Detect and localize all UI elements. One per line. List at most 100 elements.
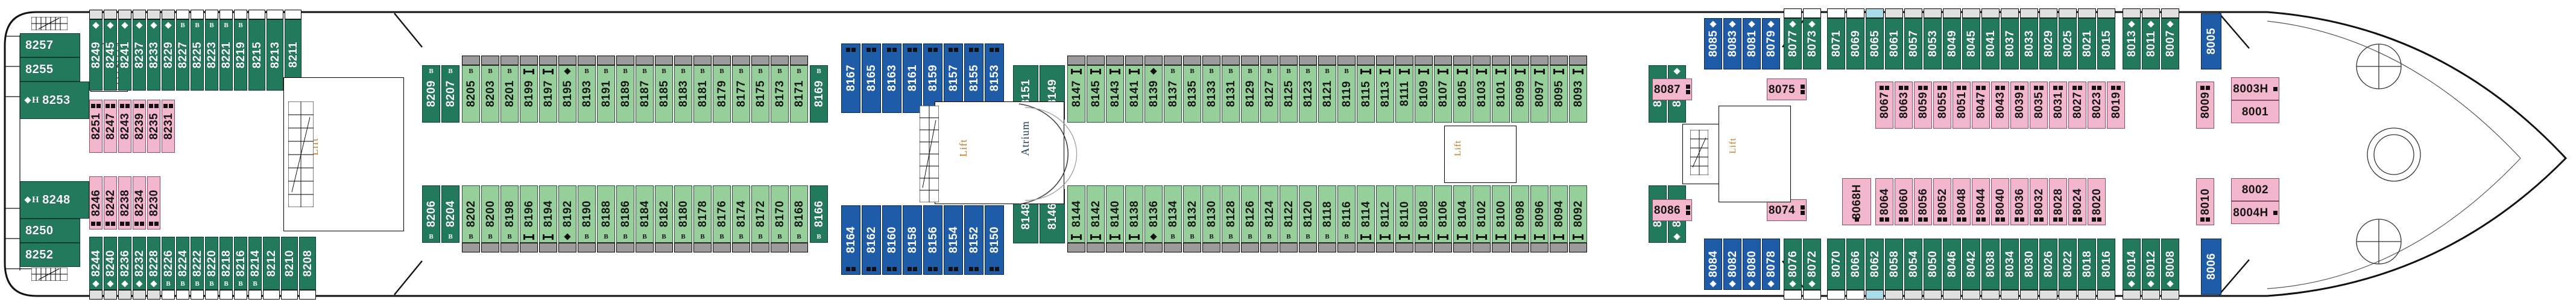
cabin-8235[interactable]: 8235 [147,100,160,153]
cabin-8015[interactable]: 8015 [2097,18,2115,69]
cabin-8138[interactable]: 8138 [1125,185,1143,243]
cabin-8094[interactable]: 8094 [1550,185,1568,243]
cabin-8144[interactable]: 8144 [1067,185,1085,243]
cabin-8027[interactable]: 8027 [2068,82,2086,129]
cabin-8108[interactable]: 8108 [1415,185,1433,243]
cabin-8100[interactable]: 8100 [1492,185,1510,243]
cabin-8092[interactable]: 8092 [1569,185,1587,243]
cabin-8119[interactable]: B 8119 [1337,65,1356,123]
cabin-8024[interactable]: 8024 [2068,178,2086,225]
cabin-8086[interactable]: 8086 [1652,199,1692,221]
cabin-8102[interactable]: 8102 [1473,185,1491,243]
cabin-8071[interactable]: 8071 [1827,18,1845,69]
cabin-8245[interactable]: 8245 [104,19,117,91]
cabin-8173[interactable]: B 8173 [771,65,789,123]
cabin-8078[interactable]: 8078 [1762,239,1780,290]
cabin-8222[interactable]: B 8222 [191,237,204,290]
cabin-8011[interactable]: 8011 [2142,18,2160,69]
cabin-8082[interactable]: 8082 [1723,239,1741,290]
cabin-8126[interactable]: B 8126 [1241,185,1259,243]
cabin-8176[interactable]: B 8176 [713,185,731,243]
cabin-8006[interactable]: 8006 [2201,239,2221,295]
cabin-8115[interactable]: 8115 [1357,65,1375,123]
cabin-8040[interactable]: 8040 [1991,178,2009,225]
cabin-8009[interactable]: 8009 [2196,82,2214,129]
cabin-8018[interactable]: 8018 [2078,239,2096,290]
cabin-8224[interactable]: B 8224 [176,237,189,290]
cabin-8012[interactable]: 8012 [2142,239,2160,290]
cabin-8178[interactable]: B 8178 [693,185,712,243]
cabin-8085[interactable]: 8085 [1704,18,1722,69]
cabin-8183[interactable]: B 8183 [674,65,692,123]
cabin-8064[interactable]: 8064 [1875,178,1893,225]
cabin-8180[interactable]: B 8180 [674,185,692,243]
cabin-8036[interactable]: 8036 [2010,178,2028,225]
cabin-8031[interactable]: 8031 [2049,82,2067,129]
cabin-8175[interactable]: B 8175 [751,65,769,123]
cabin-8113[interactable]: 8113 [1376,65,1394,123]
cabin-8111[interactable]: 8111 [1395,65,1413,123]
cabin-8170[interactable]: B 8170 [771,185,789,243]
cabin-8172[interactable]: B 8172 [751,185,769,243]
cabin-8042[interactable]: 8042 [1962,239,1980,290]
cabin-8038[interactable]: 8038 [1981,239,2000,290]
cabin-8029[interactable]: 8029 [2039,18,2057,69]
cabin-8223[interactable]: B 8223 [205,19,218,91]
cabin-8194[interactable]: 8194 [539,185,557,243]
cabin-8189[interactable]: B 8189 [616,65,634,123]
cabin-8241[interactable]: 8241 [118,19,131,91]
cabin-8123[interactable]: B 8123 [1299,65,1317,123]
cabin-8134[interactable]: B 8134 [1164,185,1182,243]
cabin-8156[interactable]: 8156 [923,205,942,275]
cabin-8125[interactable]: B 8125 [1280,65,1298,123]
cabin-8182[interactable]: B 8182 [655,185,673,243]
cabin-8219[interactable]: B 8219 [234,19,247,91]
cabin-8233[interactable]: 8233 [147,19,160,91]
cabin-8190[interactable]: B 8190 [578,185,596,243]
cabin-8188[interactable]: B 8188 [597,185,615,243]
cabin-8221[interactable]: B 8221 [219,19,233,91]
cabin-8057[interactable]: 8057 [1904,18,1922,69]
cabin-8048[interactable]: 8048 [1953,178,1971,225]
cabin-8141[interactable]: 8141 [1125,65,1143,123]
cabin-8049[interactable]: 8049 [1943,18,1961,69]
cabin-8129[interactable]: B 8129 [1241,65,1259,123]
cabin-8154[interactable]: 8154 [944,205,963,275]
cabin-8255[interactable]: 8255 [20,57,80,82]
cabin-8127[interactable]: B 8127 [1260,65,1278,123]
cabin-8112[interactable]: 8112 [1376,185,1394,243]
cabin-8244[interactable]: 8244 [89,237,103,290]
cabin-8025[interactable]: 8025 [2059,18,2077,69]
cabin-8030[interactable]: 8030 [2020,239,2038,290]
cabin-8045[interactable]: 8045 [1962,18,1980,69]
cabin-8227[interactable]: B 8227 [176,19,189,91]
cabin-8193[interactable]: B 8193 [578,65,596,123]
cabin-8242[interactable]: 8242 [104,176,117,229]
cabin-8150[interactable]: 8150 [985,205,1004,275]
cabin-8199[interactable]: 8199 [520,65,538,123]
cabin-8232[interactable]: 8232 [133,237,146,290]
cabin-8056[interactable]: 8056 [1914,178,1932,225]
cabin-8066[interactable]: 8066 [1846,239,1864,290]
cabin-8215[interactable]: 8215 [248,19,265,91]
cabin-8002[interactable]: 8002 [2231,178,2279,201]
cabin-8079[interactable]: 8079 [1762,18,1780,69]
cabin-8229[interactable]: 8229 [162,19,175,91]
cabin-8216[interactable]: B 8216 [234,237,247,290]
cabin-8076[interactable]: 8076 [1784,239,1802,290]
cabin-8251[interactable]: 8251 [89,100,103,153]
cabin-8231[interactable]: 8231 [162,100,175,153]
cabin-8005[interactable]: 8005 [2201,13,2221,69]
cabin-8152[interactable]: 8152 [964,205,983,275]
cabin-8087[interactable]: 8087 [1652,79,1692,100]
cabin-8135[interactable]: B 8135 [1183,65,1201,123]
cabin-8186[interactable]: B 8186 [616,185,634,243]
cabin-8136[interactable]: 8136 [1144,185,1163,243]
cabin-8097[interactable]: 8097 [1530,65,1548,123]
cabin-8007[interactable]: 8007 [2161,18,2179,69]
cabin-8132[interactable]: B 8132 [1183,185,1201,243]
cabin-8062[interactable]: 8062 [1866,239,1884,290]
cabin-8058[interactable]: 8058 [1885,239,1903,290]
cabin-8104[interactable]: 8104 [1453,185,1471,243]
cabin-8054[interactable]: 8054 [1904,239,1922,290]
